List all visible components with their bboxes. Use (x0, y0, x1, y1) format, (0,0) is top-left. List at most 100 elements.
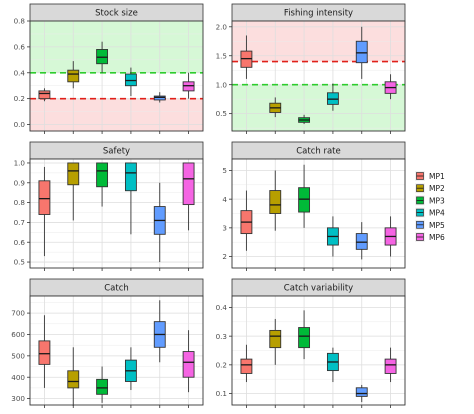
box-body (384, 358, 397, 374)
y-tick-label: 0.6 (14, 42, 26, 51)
y-tick-label: 0.3 (216, 332, 227, 341)
box-body (96, 162, 109, 188)
box-body (355, 387, 368, 397)
y-tick-label: 0.4 (14, 68, 26, 77)
box-mp1 (38, 166, 51, 257)
panel-background (30, 296, 203, 405)
box-body (182, 351, 195, 378)
y-tick-label: 0.0 (14, 120, 26, 129)
box-body (67, 69, 80, 83)
y-tick-label: 0.8 (14, 17, 26, 26)
y-tick-label: 2 (222, 252, 227, 261)
box-mp5 (153, 92, 166, 103)
box-body (240, 358, 253, 374)
box-mp5 (355, 384, 368, 403)
legend-label: MP4 (429, 209, 445, 218)
y-tick-label: 0.1 (216, 389, 227, 398)
facet-title: Catch variability (284, 284, 353, 294)
panel-6: Catch variability 0.1 0.2 0.3 0.4 (216, 278, 406, 408)
legend-entry-mp4: MP4 (415, 207, 445, 218)
y-tick-label: 1.0 (216, 80, 228, 89)
box-mp4 (124, 162, 137, 235)
box-mp6 (384, 216, 397, 257)
box-mp6 (182, 330, 195, 393)
facet-title: Stock size (95, 9, 138, 19)
box-body (38, 90, 51, 100)
box-mp2 (67, 61, 80, 89)
panel-border (29, 295, 204, 406)
box-body (269, 190, 282, 214)
y-tick-label: 0.8 (14, 198, 26, 207)
box-mp5 (355, 26, 368, 79)
y-tick-label: 1.0 (14, 159, 26, 168)
box-mp2 (67, 347, 80, 407)
box-mp6 (384, 74, 397, 100)
facet-title: Catch (104, 284, 129, 294)
y-tick-label: 400 (11, 373, 25, 382)
panel-5: Catch 300 400 500 600 700 (11, 278, 204, 408)
box-mp1 (38, 88, 51, 102)
legend-label: MP1 (429, 172, 445, 181)
y-tick-label: 2.0 (216, 22, 228, 31)
panel-1: Stock size 0.0 0.2 0.4 0.6 0.8 (14, 3, 204, 134)
box-body (182, 162, 195, 206)
box-mp6 (384, 347, 397, 383)
box-mp5 (153, 300, 166, 363)
panel-border (29, 20, 204, 132)
legend-label: MP5 (429, 221, 445, 230)
legend-entry-mp3: MP3 (415, 195, 445, 206)
panel-border (231, 295, 406, 406)
y-tick-label: 0.9 (14, 178, 26, 187)
legend-label: MP2 (429, 184, 445, 193)
box-body (96, 378, 109, 395)
box-body (124, 162, 137, 192)
box-mp1 (240, 35, 253, 79)
box-mp6 (182, 72, 195, 99)
y-tick-label: 0.2 (14, 94, 25, 103)
legend-entry-mp6: MP6 (415, 232, 445, 242)
box-body (298, 327, 311, 349)
box-body (355, 233, 368, 250)
box-mp5 (153, 182, 166, 263)
box-mp5 (355, 222, 368, 260)
y-tick-label: 0.2 (216, 360, 227, 369)
y-tick-label: 0.6 (14, 238, 26, 247)
panel-border (29, 158, 204, 269)
y-tick-label: 0.4 (216, 303, 228, 312)
y-tick-label: 5 (222, 166, 227, 175)
box-mp3 (96, 162, 109, 207)
legend-label: MP3 (429, 196, 445, 205)
y-tick-label: 300 (11, 394, 25, 403)
y-tick-label: 3 (222, 223, 227, 232)
panel-border (231, 20, 406, 132)
legend-entry-mp5: MP5 (415, 219, 445, 230)
y-tick-label: 0.7 (14, 218, 25, 227)
box-mp2 (269, 318, 282, 365)
box-mp2 (269, 97, 282, 118)
y-tick-label: 4 (222, 195, 227, 204)
box-body (38, 180, 51, 215)
legend: MP1 MP2 MP3 MP4 MP5 MP6 (415, 171, 445, 242)
box-mp2 (67, 162, 80, 221)
y-tick-label: 600 (11, 330, 25, 339)
box-mp2 (269, 170, 282, 231)
y-tick-label: 0.5 (14, 258, 25, 267)
box-mp3 (298, 114, 311, 125)
box-body (355, 40, 368, 64)
panel-border (231, 158, 406, 269)
box-mp1 (38, 315, 51, 388)
reference-band (30, 98, 203, 131)
box-mp3 (96, 41, 109, 73)
panel-4: Catch rate 2 3 4 5 (222, 141, 406, 271)
box-mp3 (298, 164, 311, 228)
box-mp4 (124, 347, 137, 391)
legend-entry-mp1: MP1 (415, 171, 445, 181)
box-mp6 (182, 162, 195, 231)
panel-background (30, 159, 203, 268)
box-mp4 (326, 83, 339, 111)
box-mp4 (326, 216, 339, 257)
facet-panels: Stock size 0.0 0.2 0.4 0.6 0.8 Fishing intensi… (11, 3, 406, 408)
y-tick-label: 700 (11, 309, 25, 318)
facet-title: Fishing intensity (284, 9, 353, 19)
